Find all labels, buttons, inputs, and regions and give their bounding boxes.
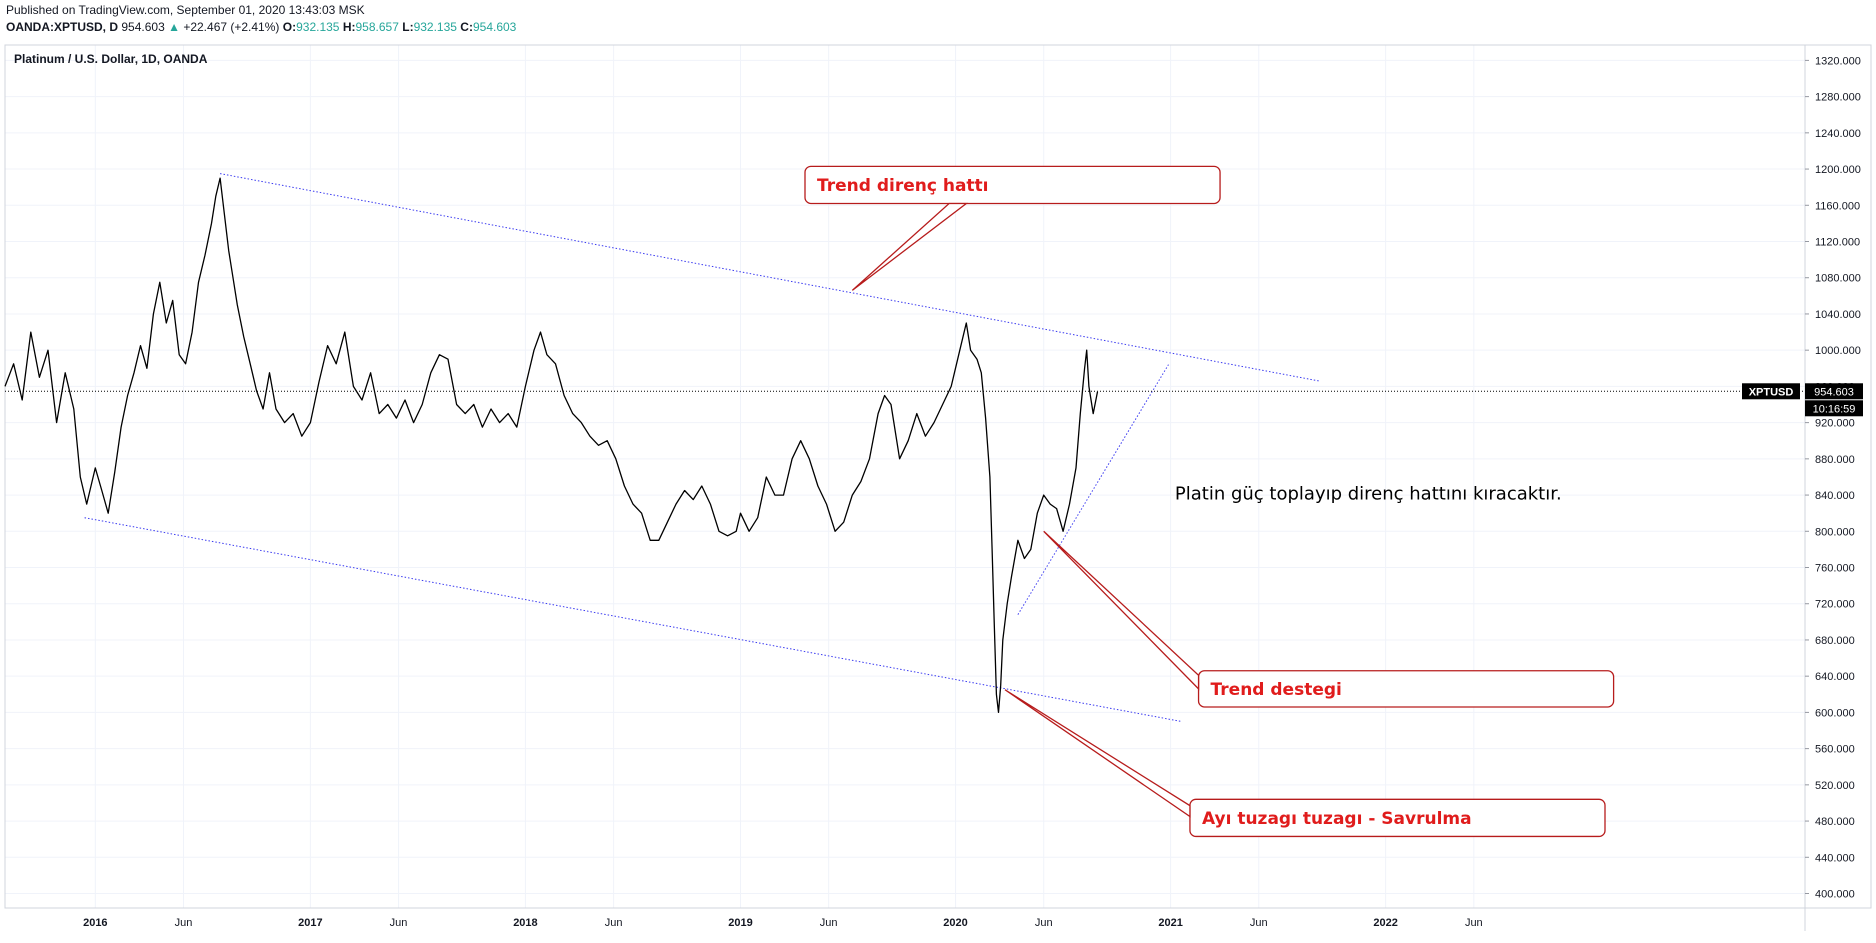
- countdown-bg: [1805, 400, 1863, 417]
- trend-line-resistance: [219, 173, 1320, 382]
- trend-line-lower-channel: [84, 517, 1182, 722]
- y-tick-label: 800.000: [1815, 526, 1855, 538]
- price-tag-bg: [1805, 383, 1863, 400]
- open-value: 932.135: [296, 20, 340, 34]
- y-tick-label: 400.000: [1815, 889, 1855, 901]
- x-tick-label: 2019: [728, 917, 752, 929]
- x-tick-label: Jun: [605, 917, 623, 929]
- callout-box: [1189, 798, 1606, 838]
- callout-text: Trend destegi: [1211, 680, 1342, 700]
- y-tick-label: 1040.000: [1815, 309, 1861, 321]
- y-tick-label: 520.000: [1815, 780, 1855, 792]
- up-arrow-icon: ▲: [168, 20, 180, 34]
- price-line: [4, 177, 1099, 714]
- y-tick-label: 760.000: [1815, 563, 1855, 575]
- x-tick-label: 2017: [298, 917, 322, 929]
- y-tick-label: 480.000: [1815, 816, 1855, 828]
- x-tick-label: 2018: [513, 917, 537, 929]
- chart-title: Platinum / U.S. Dollar, 1D, OANDA: [14, 52, 208, 66]
- symbol-line: OANDA:XPTUSD, D 954.603 ▲ +22.467 (+2.41…: [6, 20, 516, 34]
- trend-lines: [84, 173, 1320, 722]
- chart-frame: [4, 44, 1872, 931]
- annotations: Trend direnç hattı Trend destegi Ayı tuzag…: [804, 165, 1615, 838]
- y-tick-label: 1280.000: [1815, 92, 1861, 104]
- chart-note: Platin güç toplayıp direnç hattını kırac…: [1175, 484, 1562, 505]
- y-tick-label: 1080.000: [1815, 273, 1861, 285]
- callout-text: Trend direnç hattı: [817, 176, 989, 196]
- y-tick-label: 680.000: [1815, 635, 1855, 647]
- countdown-label: 10:16:59: [1813, 403, 1856, 415]
- published-line: Published on TradingView.com, September …: [6, 3, 365, 17]
- symbol-tag-bg: [1742, 383, 1800, 400]
- x-tick-label: Jun: [1465, 917, 1483, 929]
- x-tick-label: Jun: [820, 917, 838, 929]
- last-price: 954.603: [121, 20, 165, 34]
- callout-text: Ayı tuzagı tuzagı - Savrulma: [1202, 809, 1472, 829]
- y-tick-label: 1120.000: [1815, 237, 1860, 249]
- x-tick-label: Jun: [175, 917, 193, 929]
- symbol-name: OANDA:XPTUSD, D: [6, 20, 119, 34]
- y-tick-label: 1160.000: [1815, 200, 1860, 212]
- close-label: C:: [460, 20, 473, 34]
- y-tick-label: 920.000: [1815, 418, 1855, 430]
- x-tick-label: Jun: [1035, 917, 1053, 929]
- y-tick-label: 1240.000: [1815, 128, 1861, 140]
- y-tick-label: 1000.000: [1815, 345, 1861, 357]
- y-tick-label: 1200.000: [1815, 164, 1861, 176]
- y-tick-label: 880.000: [1815, 454, 1855, 466]
- callout-tail: [1004, 689, 1191, 818]
- close-value: 954.603: [472, 20, 517, 34]
- callout-tail: [851, 202, 969, 291]
- y-tick-label: 440.000: [1815, 852, 1855, 864]
- y-tick-label: 840.000: [1815, 490, 1855, 502]
- x-tick-label: 2016: [83, 917, 107, 929]
- x-tick-label: 2021: [1158, 917, 1182, 929]
- high-value: 958.657: [355, 20, 399, 34]
- x-tick-label: Jun: [390, 917, 408, 929]
- symbol-tag: XPTUSD: [1749, 386, 1794, 398]
- price-change: +22.467 (+2.41%): [183, 20, 280, 34]
- open-label: O:: [282, 20, 297, 34]
- time-axis: 2016 Jun 2017 Jun 2018 Jun 2019 Jun 2020 Jun 2021 J…: [83, 917, 1483, 929]
- high-label: H:: [342, 20, 356, 34]
- low-value: 932.135: [413, 20, 457, 34]
- price-axis: 400.000 440.000 480.000 520.000 560.000 600.0…: [1805, 55, 1861, 901]
- callout-box: [804, 165, 1221, 205]
- y-tick-label: 1320.000: [1815, 55, 1861, 67]
- x-tick-label: Jun: [1250, 917, 1268, 929]
- price-series: [4, 177, 1099, 714]
- y-tick-label: 720.000: [1815, 599, 1855, 611]
- y-tick-label: 560.000: [1815, 744, 1855, 756]
- x-tick-label: 2022: [1373, 917, 1397, 929]
- callout-tail: [1043, 530, 1200, 691]
- low-label: L:: [402, 20, 414, 34]
- x-tick-label: 2020: [943, 917, 967, 929]
- price-markers: XPTUSD 954.603 10:16:59: [5, 383, 1863, 417]
- y-tick-label: 640.000: [1815, 671, 1855, 683]
- y-tick-label: 600.000: [1815, 707, 1855, 719]
- price-tag: 954.603: [1814, 386, 1854, 398]
